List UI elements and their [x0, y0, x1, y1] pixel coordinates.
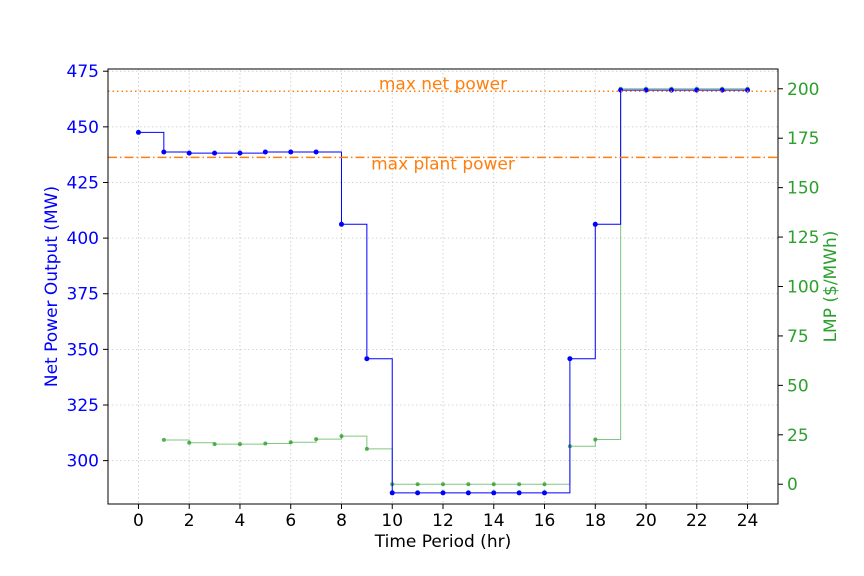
x-tick-label: 4	[235, 511, 246, 531]
y-axis-right-title: LMP ($/MWh)	[821, 231, 841, 343]
power-point	[135, 129, 141, 135]
power-point	[491, 490, 497, 496]
x-tick-label: 18	[584, 511, 606, 531]
y-axis-left: 300 325 350 375 400 425 450 475	[67, 62, 108, 472]
x-tick-label: 0	[133, 511, 144, 531]
lmp-point	[161, 437, 166, 442]
power-point	[288, 149, 294, 155]
lmp-point	[187, 440, 192, 445]
y-left-tick-label: 475	[67, 62, 99, 82]
x-axis-title: Time Period (hr)	[374, 532, 511, 552]
power-point	[161, 149, 167, 155]
x-tick-label: 6	[285, 511, 296, 531]
x-tick-label: 10	[381, 511, 403, 531]
y-left-tick-label: 425	[67, 173, 99, 193]
y-left-tick-label: 350	[67, 340, 99, 360]
y-axis-right: 0 25 50 75 100 125 150 175 200	[778, 80, 819, 495]
y-right-tick-label: 175	[787, 129, 819, 149]
lmp-point	[517, 482, 522, 487]
y-right-tick-label: 0	[787, 475, 798, 495]
lmp-point	[263, 441, 268, 446]
grid	[108, 69, 778, 504]
y-left-tick-label: 300	[67, 452, 99, 472]
lmp-point	[364, 446, 369, 451]
y-right-tick-label: 25	[787, 426, 809, 446]
lmp-point	[542, 482, 547, 487]
power-point	[212, 150, 218, 156]
y-right-tick-label: 100	[787, 278, 819, 298]
x-tick-label: 2	[184, 511, 195, 531]
power-point	[668, 87, 674, 93]
lmp-point	[491, 482, 496, 487]
lmp-point	[339, 434, 344, 439]
y-left-tick-label: 400	[67, 229, 99, 249]
lmp-point	[314, 437, 319, 442]
lmp-point	[288, 440, 293, 445]
x-tick-label: 22	[686, 511, 708, 531]
power-point	[364, 356, 370, 362]
lmp-point	[593, 437, 598, 442]
power-point	[186, 150, 192, 156]
y-right-tick-label: 200	[787, 80, 819, 100]
reference-lines	[108, 90, 778, 159]
lmp-point	[441, 482, 445, 487]
x-tick-label: 16	[534, 511, 556, 531]
power-point	[415, 490, 421, 496]
max-net-power-label: max net power	[379, 74, 507, 94]
power-point	[465, 490, 471, 496]
y-right-tick-label: 150	[787, 179, 819, 199]
x-axis: 0 2 4 6 8 10 12 14 16 18 20 22 24	[133, 504, 758, 531]
power-point	[567, 356, 573, 362]
lmp-point	[212, 442, 217, 447]
x-tick-label: 24	[737, 511, 759, 531]
x-tick-label: 14	[483, 511, 505, 531]
power-point	[389, 490, 395, 496]
y-left-tick-label: 450	[67, 118, 99, 138]
y-right-tick-label: 50	[787, 376, 809, 396]
lmp-point	[466, 482, 471, 487]
power-point	[516, 490, 522, 496]
lmp-point	[415, 482, 420, 487]
power-point	[542, 490, 548, 496]
max-plant-power-label: max plant power	[371, 154, 515, 174]
power-point	[237, 150, 243, 156]
y-right-tick-label: 75	[787, 327, 809, 347]
power-point	[313, 149, 319, 155]
y-left-tick-label: 375	[67, 285, 99, 305]
x-tick-label: 20	[635, 511, 657, 531]
power-point	[440, 490, 446, 496]
y-axis-left-title: Net Power Output (MW)	[42, 186, 62, 387]
power-point	[338, 221, 344, 227]
power-point	[592, 221, 598, 227]
y-left-tick-label: 325	[67, 396, 99, 416]
x-tick-label: 12	[432, 511, 454, 531]
y-right-tick-label: 125	[787, 228, 819, 248]
lmp-point	[237, 442, 242, 447]
power-point	[745, 87, 751, 93]
x-tick-label: 8	[336, 511, 347, 531]
power-point	[262, 149, 268, 155]
